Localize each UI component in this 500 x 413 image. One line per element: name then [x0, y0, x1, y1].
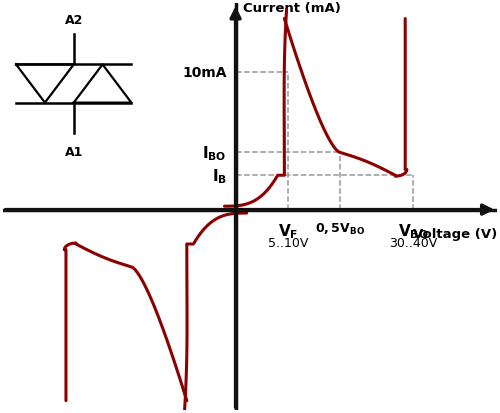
Text: $\mathbf{I_{BO}}$: $\mathbf{I_{BO}}$	[202, 144, 226, 162]
Text: $\mathbf{I_B}$: $\mathbf{I_B}$	[212, 166, 226, 185]
Text: Voltage (V): Voltage (V)	[413, 227, 497, 240]
Text: $\mathbf{V_F}$: $\mathbf{V_F}$	[278, 221, 298, 240]
Text: $\mathbf{V_{BO}}$: $\mathbf{V_{BO}}$	[398, 221, 428, 240]
Text: 10mA: 10mA	[182, 66, 226, 80]
Text: 5..10V: 5..10V	[268, 237, 308, 250]
Text: 30..40V: 30..40V	[389, 237, 437, 250]
Text: A2: A2	[64, 14, 83, 27]
Text: A1: A1	[64, 145, 83, 158]
Text: $\mathbf{0,5V_{BO}}$: $\mathbf{0,5V_{BO}}$	[315, 221, 365, 237]
Text: Current (mA): Current (mA)	[244, 2, 341, 15]
